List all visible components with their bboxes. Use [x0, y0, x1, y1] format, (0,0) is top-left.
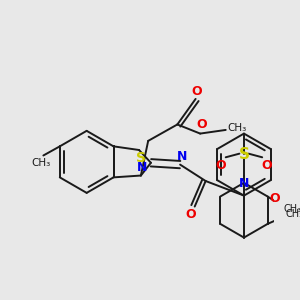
Text: CH₃: CH₃ [227, 123, 246, 133]
Text: O: O [186, 208, 196, 221]
Text: O: O [270, 192, 280, 205]
Text: CH₃: CH₃ [286, 209, 300, 219]
Text: O: O [216, 159, 226, 172]
Text: O: O [197, 118, 207, 131]
Text: S: S [136, 151, 146, 165]
Text: S: S [238, 147, 250, 162]
Text: CH₃: CH₃ [283, 204, 300, 214]
Text: O: O [261, 159, 272, 172]
Text: N: N [239, 177, 249, 190]
Text: N: N [136, 161, 147, 174]
Text: O: O [191, 85, 202, 98]
Text: CH₃: CH₃ [31, 158, 50, 168]
Text: N: N [177, 150, 187, 163]
